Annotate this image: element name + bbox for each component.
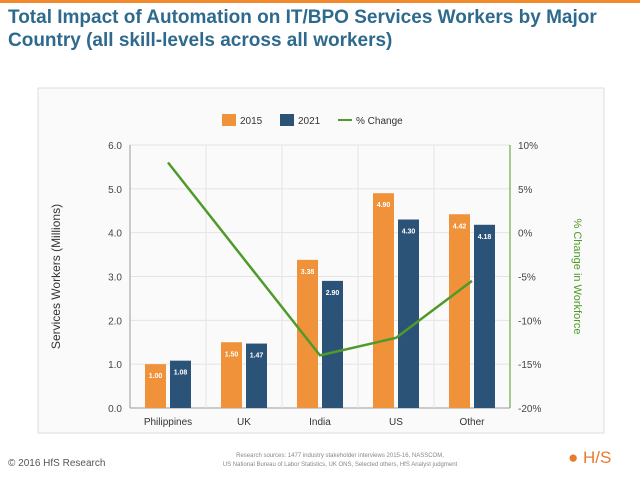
data-label: 4.90 <box>377 202 391 209</box>
x-tick-label: Other <box>459 417 485 428</box>
y-axis-title: Services Workers (Millions) <box>49 204 63 349</box>
data-label: 4.30 <box>402 229 416 236</box>
data-label: 4.42 <box>453 223 467 230</box>
source-line-1: Research sources: 1477 industry stakehol… <box>236 453 444 459</box>
top-accent-bar <box>0 0 640 3</box>
y-tick-label: 4.0 <box>108 229 122 240</box>
chart-title: Total Impact of Automation on IT/BPO Ser… <box>8 7 597 51</box>
data-label: 3.38 <box>301 269 315 276</box>
data-label: 4.18 <box>478 234 492 241</box>
y2-tick-label: -15% <box>518 360 541 371</box>
legend-swatch <box>280 114 294 126</box>
legend-label: 2015 <box>240 116 263 127</box>
y2-tick-label: -5% <box>518 273 536 284</box>
x-tick-label: India <box>309 417 331 428</box>
legend-swatch <box>222 114 236 126</box>
bar-2015 <box>145 364 166 408</box>
legend-label: 2021 <box>298 116 321 127</box>
y-tick-label: 5.0 <box>108 185 122 196</box>
x-tick-label: US <box>389 417 403 428</box>
bar-2021 <box>246 343 267 408</box>
hfs-logo: ● H/S <box>568 448 612 467</box>
copyright: © 2016 HfS Research <box>8 458 106 469</box>
bar-2015 <box>297 259 318 408</box>
bar-2015 <box>449 214 470 408</box>
x-tick-label: UK <box>237 417 251 428</box>
y-tick-label: 6.0 <box>108 141 122 152</box>
y2-tick-label: -20% <box>518 404 541 415</box>
y2-axis-title: % Change in Workforce <box>571 219 583 335</box>
source-line-2: US National Bureau of Labor Statistics, … <box>222 462 458 468</box>
bar-2021 <box>322 280 343 408</box>
y2-tick-label: 5% <box>518 185 533 196</box>
plot-background <box>37 87 605 434</box>
data-label: 2.90 <box>326 290 340 297</box>
legend-label: % Change <box>356 116 403 127</box>
y2-tick-label: -10% <box>518 316 541 327</box>
data-label: 1.08 <box>174 370 188 377</box>
bar-2021 <box>170 360 191 408</box>
y2-tick-label: 10% <box>518 141 538 152</box>
bar-2021 <box>474 224 495 408</box>
data-label: 1.47 <box>250 353 264 360</box>
bar-2015 <box>373 193 394 408</box>
x-tick-label: Philippines <box>144 417 192 428</box>
data-label: 1.50 <box>225 351 239 358</box>
bar-2021 <box>398 219 419 408</box>
y-tick-label: 2.0 <box>108 316 122 327</box>
y-tick-label: 0.0 <box>108 404 122 415</box>
data-label: 1.00 <box>149 373 163 380</box>
line-pct-change <box>167 161 473 357</box>
y-tick-label: 3.0 <box>108 273 122 284</box>
bar-2015 <box>221 342 242 408</box>
y-tick-label: 1.0 <box>108 360 122 371</box>
sources: Research sources: 1477 industry stakehol… <box>150 452 530 470</box>
y2-tick-label: 0% <box>518 229 533 240</box>
